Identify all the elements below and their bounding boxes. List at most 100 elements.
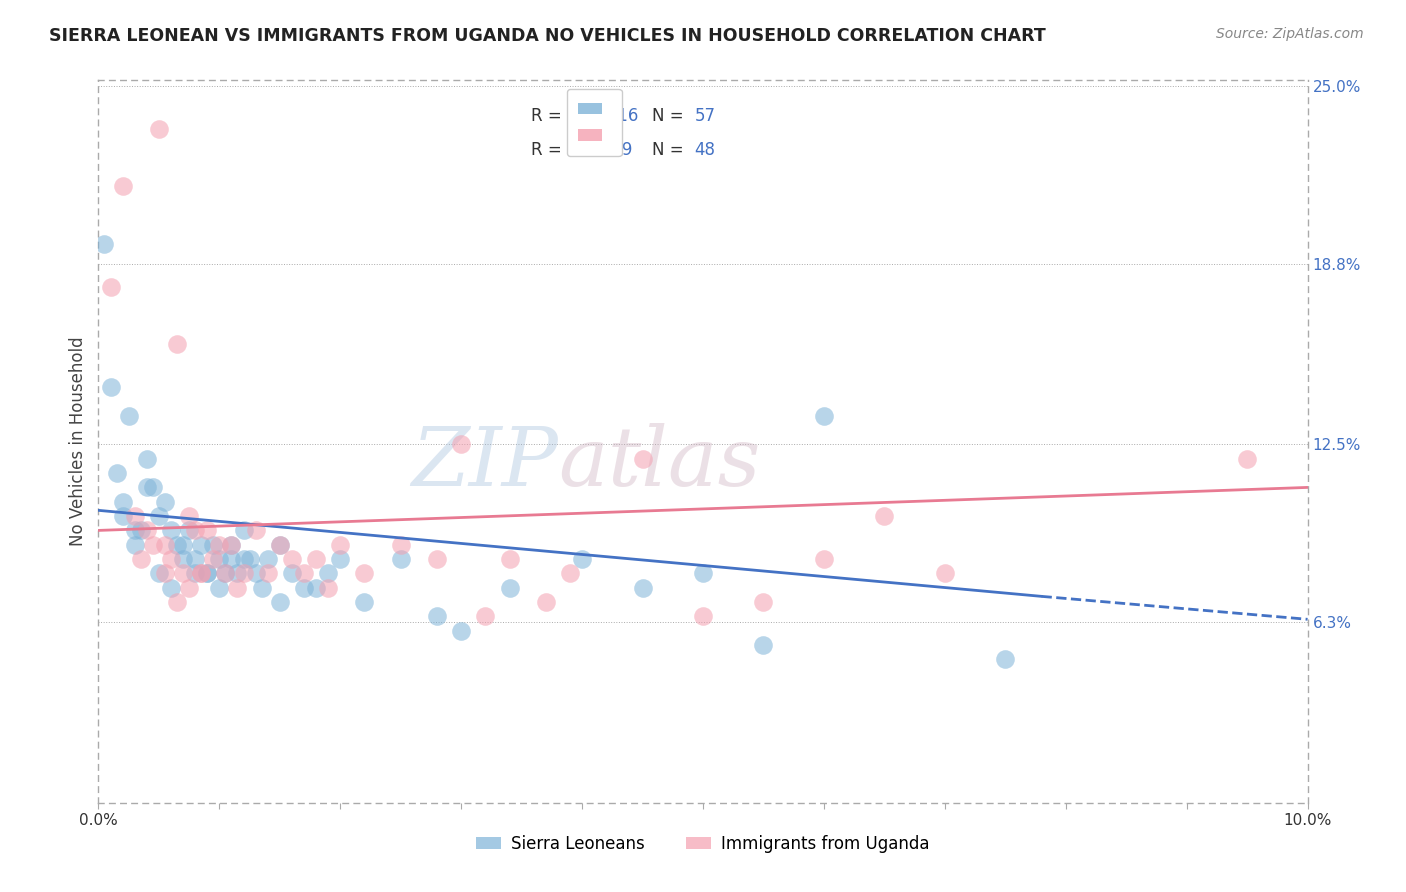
Point <box>111 509 134 524</box>
Point <box>631 451 654 466</box>
Point <box>305 552 328 566</box>
Point <box>498 552 520 566</box>
Point <box>873 509 896 524</box>
Text: 48: 48 <box>695 141 716 160</box>
Point <box>221 538 243 552</box>
Point <box>813 552 835 566</box>
Point <box>153 538 176 552</box>
Point <box>153 494 176 508</box>
Point <box>281 552 304 566</box>
Point <box>179 581 201 595</box>
Text: SIERRA LEONEAN VS IMMIGRANTS FROM UGANDA NO VEHICLES IN HOUSEHOLD CORRELATION CH: SIERRA LEONEAN VS IMMIGRANTS FROM UGANDA… <box>49 27 1046 45</box>
Point <box>135 480 157 494</box>
Point <box>142 538 165 552</box>
Point <box>281 566 304 581</box>
Point <box>239 552 262 566</box>
Point <box>208 581 231 595</box>
Point <box>558 566 581 581</box>
Point <box>752 595 775 609</box>
Point <box>934 566 956 581</box>
Point <box>118 409 141 423</box>
Point <box>994 652 1017 666</box>
Text: N =: N = <box>652 141 689 160</box>
Point <box>135 451 157 466</box>
Point <box>105 466 128 480</box>
Text: 0.039: 0.039 <box>586 141 633 160</box>
Point <box>269 538 291 552</box>
Point <box>389 538 412 552</box>
Point <box>148 122 170 136</box>
Point <box>534 595 557 609</box>
Point <box>184 552 207 566</box>
Point <box>129 524 152 538</box>
Point <box>1236 451 1258 466</box>
Point <box>389 552 412 566</box>
Point <box>142 480 165 494</box>
Point <box>256 552 278 566</box>
Point <box>172 552 194 566</box>
Point <box>450 624 472 638</box>
Point <box>226 566 249 581</box>
Point <box>256 566 278 581</box>
Point <box>93 236 115 251</box>
Point <box>692 566 714 581</box>
Text: R =: R = <box>531 141 567 160</box>
Point <box>202 538 225 552</box>
Point <box>221 552 243 566</box>
Point <box>100 380 122 394</box>
Point <box>166 538 188 552</box>
Text: -0.116: -0.116 <box>586 107 640 126</box>
Point <box>124 524 146 538</box>
Point <box>292 566 315 581</box>
Text: N =: N = <box>652 107 689 126</box>
Point <box>232 552 254 566</box>
Point <box>353 595 375 609</box>
Point <box>474 609 496 624</box>
Point <box>426 552 449 566</box>
Point <box>195 524 218 538</box>
Point <box>208 552 231 566</box>
Point <box>190 538 212 552</box>
Point <box>202 552 225 566</box>
Point <box>111 179 134 194</box>
Point <box>208 538 231 552</box>
Point <box>195 566 218 581</box>
Point <box>353 566 375 581</box>
Point <box>190 566 212 581</box>
Point <box>813 409 835 423</box>
Point <box>245 566 267 581</box>
Point <box>426 609 449 624</box>
Point <box>190 566 212 581</box>
Point <box>226 581 249 595</box>
Text: atlas: atlas <box>558 423 761 503</box>
Point <box>153 566 176 581</box>
Point <box>245 524 267 538</box>
Point <box>269 538 291 552</box>
Point <box>160 524 183 538</box>
Point <box>269 595 291 609</box>
Point <box>250 581 273 595</box>
Legend: Sierra Leoneans, Immigrants from Uganda: Sierra Leoneans, Immigrants from Uganda <box>470 828 936 860</box>
Point <box>316 566 339 581</box>
Point <box>129 552 152 566</box>
Point <box>692 609 714 624</box>
Point <box>160 552 183 566</box>
Point <box>124 509 146 524</box>
Point <box>305 581 328 595</box>
Text: R =: R = <box>531 107 567 126</box>
Point <box>148 566 170 581</box>
Point <box>160 581 183 595</box>
Point <box>232 524 254 538</box>
Point <box>329 552 352 566</box>
Y-axis label: No Vehicles in Household: No Vehicles in Household <box>69 336 87 547</box>
Point <box>631 581 654 595</box>
Point <box>124 538 146 552</box>
Point <box>184 566 207 581</box>
Point <box>571 552 593 566</box>
Point <box>752 638 775 652</box>
Point <box>221 538 243 552</box>
Point <box>292 581 315 595</box>
Point <box>100 279 122 293</box>
Point <box>498 581 520 595</box>
Point <box>232 566 254 581</box>
